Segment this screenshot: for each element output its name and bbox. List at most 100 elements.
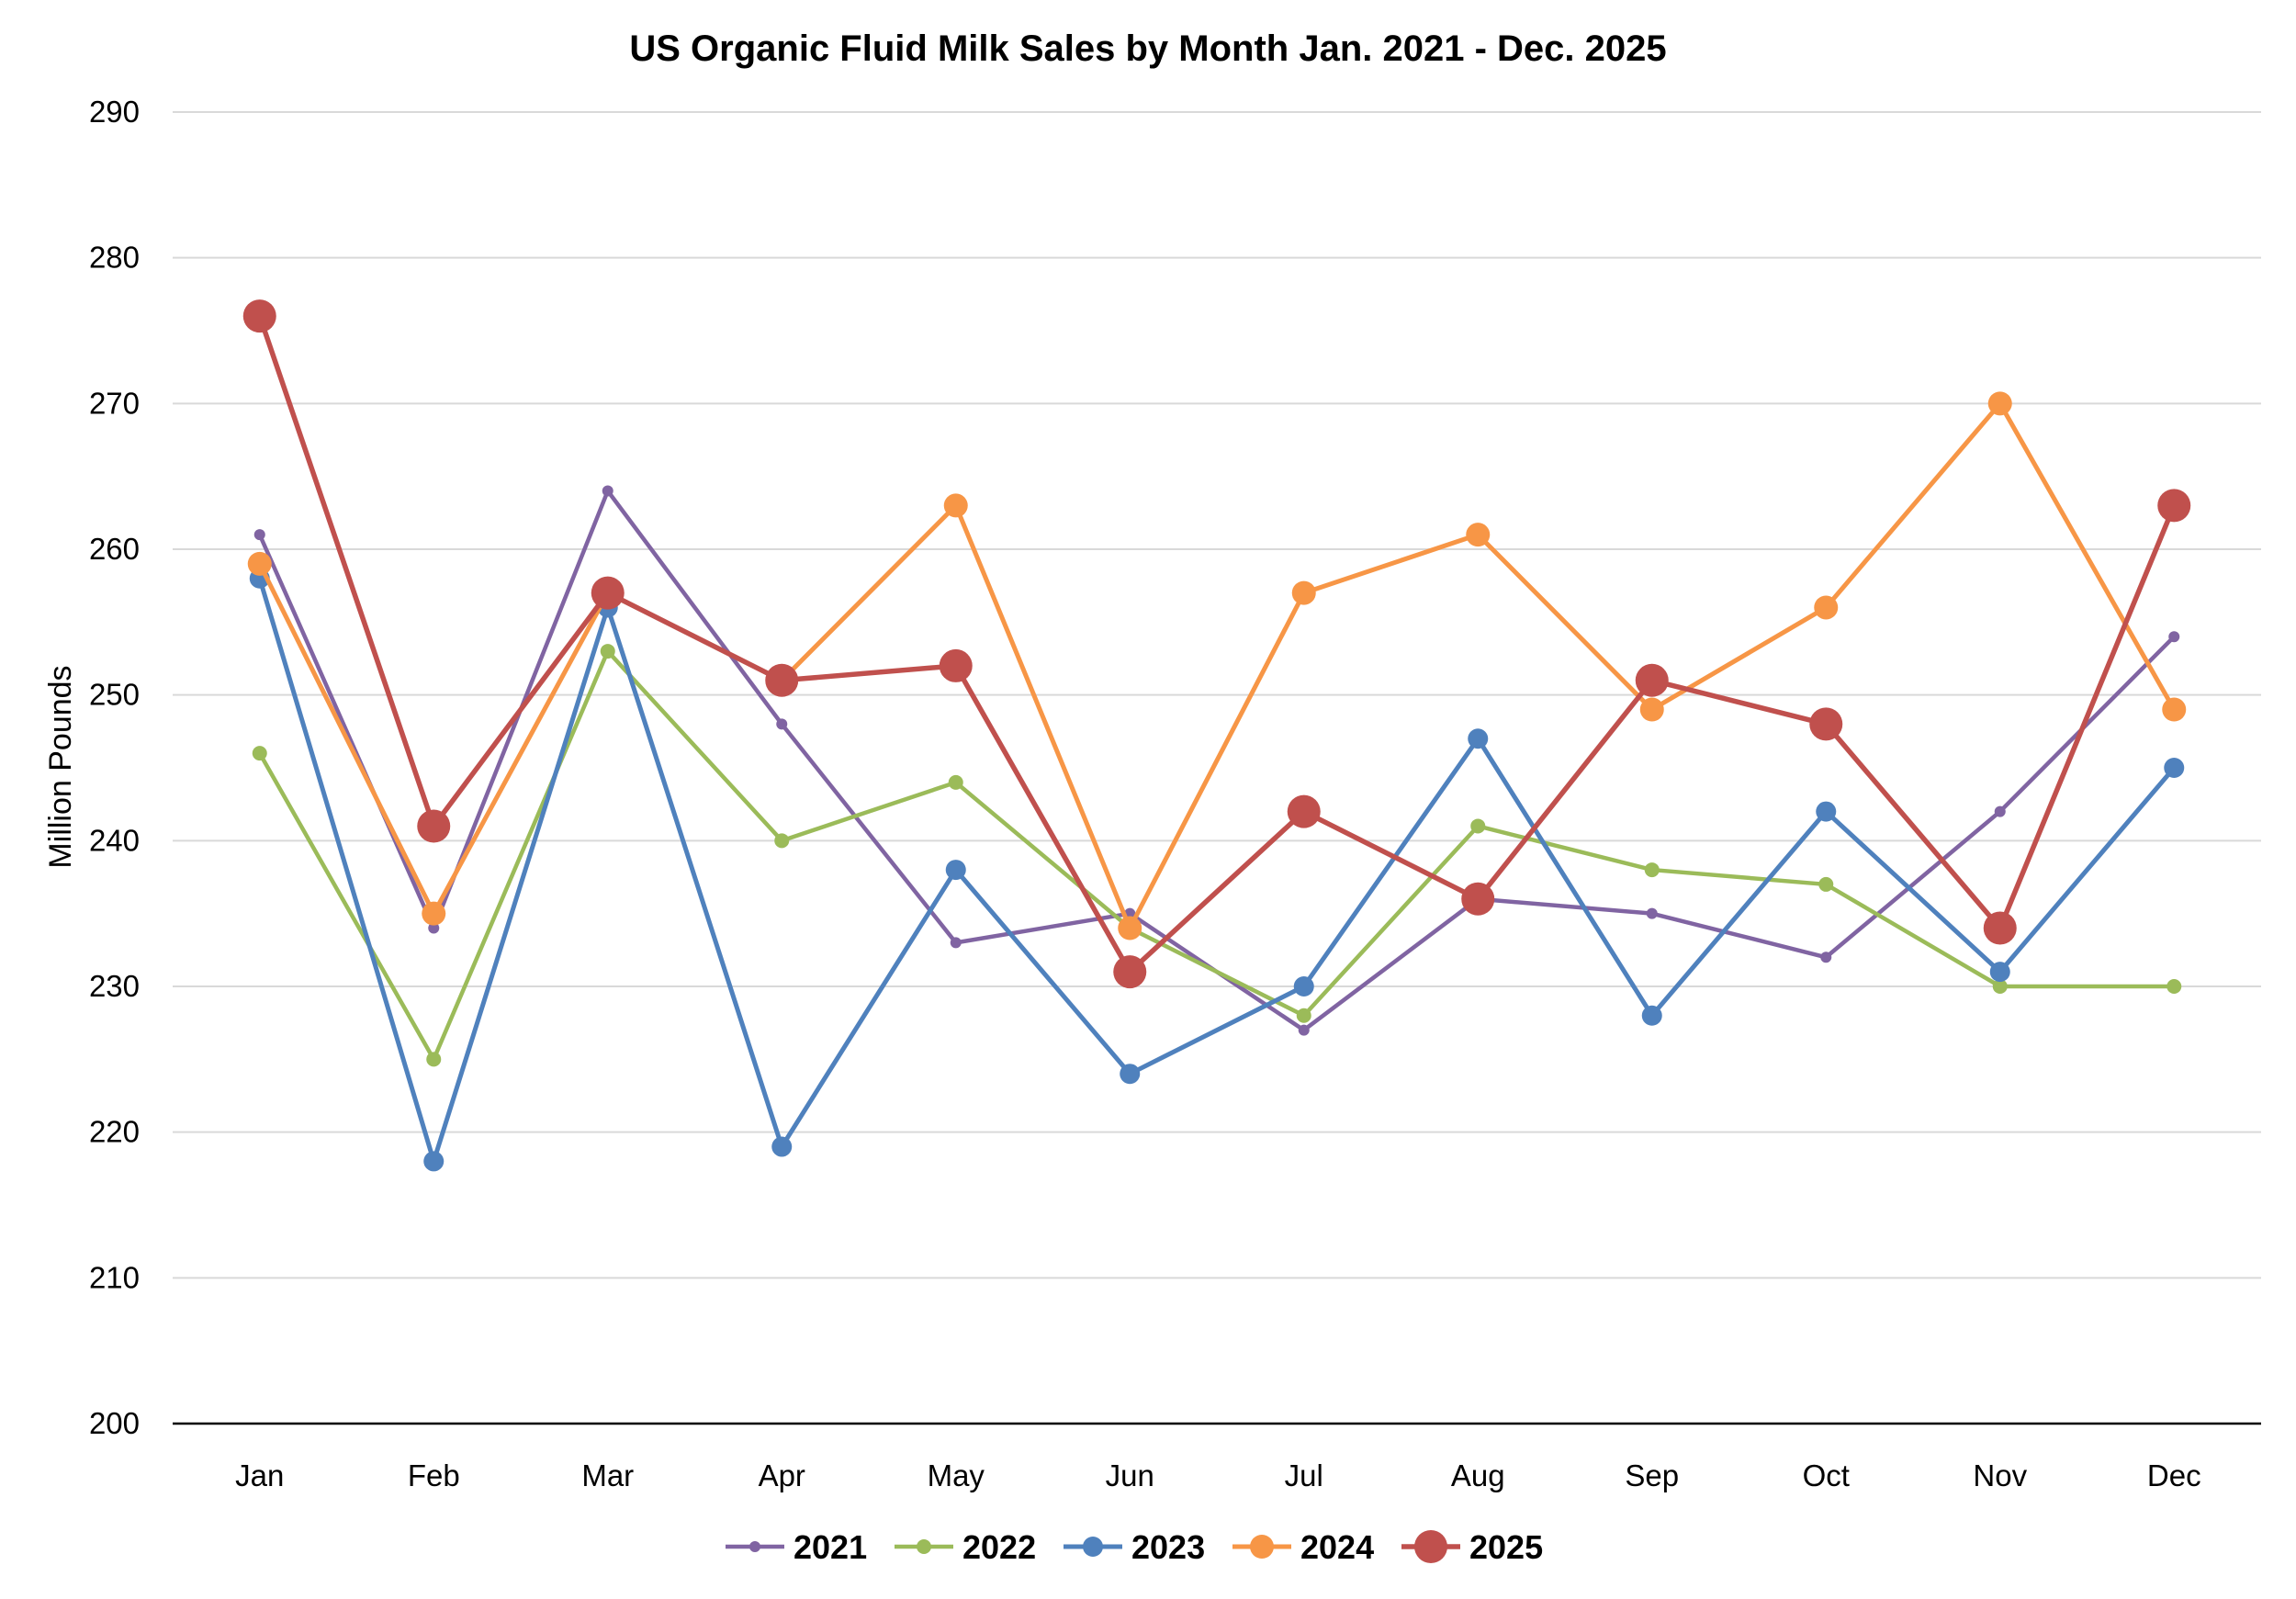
data-point-2023-Aug	[1468, 728, 1489, 749]
series-group	[242, 299, 2191, 1172]
data-point-2025-Jun	[1113, 955, 1147, 989]
data-point-2025-Oct	[1809, 707, 1843, 741]
data-point-2022-May	[948, 774, 963, 790]
series-line-2023	[257, 576, 2177, 1164]
y-tick-label: 250	[89, 678, 140, 712]
y-tick-label: 280	[89, 241, 140, 275]
data-point-2025-Nov	[1983, 911, 2017, 945]
data-point-2024-May	[943, 493, 968, 518]
data-point-2021-Sep	[1646, 907, 1658, 919]
legend: 2021 2022 2023 2024 2025	[726, 1528, 1543, 1566]
data-point-2023-Oct	[1816, 801, 1837, 822]
legend-item-2024: 2024	[1232, 1528, 1374, 1566]
data-point-2021-Oct	[1820, 952, 1832, 963]
data-point-2023-May	[945, 860, 966, 881]
legend-item-2023: 2023	[1064, 1528, 1205, 1566]
x-tick-label: May	[928, 1458, 985, 1492]
y-tick-label: 230	[89, 969, 140, 1003]
data-point-2022-Mar	[600, 644, 615, 659]
y-tick-label: 220	[89, 1115, 140, 1149]
gridlines	[173, 111, 2261, 1425]
data-point-2025-Feb	[417, 809, 451, 843]
data-point-2025-Jul	[1287, 794, 1321, 828]
data-point-2023-Apr	[771, 1136, 793, 1157]
legend-item-2025: 2025	[1401, 1528, 1543, 1566]
y-tick-label: 210	[89, 1260, 140, 1294]
data-point-2022-Sep	[1644, 862, 1660, 878]
legend-swatch-marker	[1414, 1530, 1447, 1563]
chart-title: US Organic Fluid Milk Sales by Month Jan…	[629, 28, 1666, 69]
series-2025	[242, 299, 2191, 989]
legend-label: 2021	[793, 1528, 867, 1566]
y-tick-label: 240	[89, 823, 140, 857]
data-point-2022-Aug	[1470, 818, 1486, 834]
x-tick-label: Apr	[759, 1458, 805, 1492]
data-point-2021-Jan	[253, 529, 265, 541]
legend-swatch-marker	[749, 1541, 760, 1552]
data-point-2025-Aug	[1461, 882, 1495, 916]
legend-swatch-marker	[1250, 1535, 1274, 1559]
y-tick-label: 290	[89, 95, 140, 129]
x-tick-label: Sep	[1625, 1458, 1679, 1492]
data-point-2021-May	[950, 937, 962, 949]
x-tick-label: Oct	[1803, 1458, 1850, 1492]
data-point-2024-Jun	[1118, 916, 1142, 940]
data-point-2023-Nov	[1989, 962, 2010, 983]
x-tick-label: Jul	[1285, 1458, 1323, 1492]
data-point-2024-Aug	[1466, 523, 1491, 547]
data-point-2023-Jun	[1120, 1064, 1141, 1085]
legend-label: 2024	[1300, 1528, 1374, 1566]
y-tick-label: 270	[89, 386, 140, 420]
data-point-2022-Jul	[1296, 1008, 1311, 1023]
data-point-2021-Feb	[428, 922, 440, 934]
data-point-2024-Jan	[247, 551, 272, 576]
data-point-2023-Feb	[423, 1151, 445, 1172]
y-tick-label: 200	[89, 1406, 140, 1440]
legend-label: 2023	[1131, 1528, 1205, 1566]
x-tick-label: Jun	[1106, 1458, 1154, 1492]
x-tick-label: Nov	[1973, 1458, 2027, 1492]
data-point-2025-Jan	[242, 299, 276, 333]
data-point-2025-Sep	[1635, 663, 1669, 697]
data-point-2022-Apr	[774, 833, 790, 849]
data-point-2024-Dec	[2162, 697, 2187, 722]
legend-swatch-marker	[917, 1539, 931, 1554]
data-point-2022-Nov	[1992, 979, 2008, 994]
data-point-2023-Dec	[2164, 758, 2185, 778]
x-tick-label: Feb	[408, 1458, 460, 1492]
y-axis-ticks: 200 210 220 230 240 250 260 270 280 290	[89, 95, 140, 1440]
data-point-2025-Mar	[591, 576, 625, 610]
data-point-2022-Oct	[1818, 876, 1834, 892]
x-tick-label: Dec	[2147, 1458, 2201, 1492]
x-tick-label: Mar	[581, 1458, 634, 1492]
data-point-2024-Feb	[422, 901, 446, 926]
data-point-2021-Mar	[602, 485, 613, 497]
data-point-2023-Sep	[1641, 1005, 1662, 1026]
data-point-2025-Apr	[765, 663, 799, 697]
data-point-2022-Feb	[426, 1052, 442, 1067]
legend-label: 2025	[1469, 1528, 1543, 1566]
data-point-2024-Jul	[1291, 580, 1316, 605]
y-axis-label: Million Pounds	[43, 665, 78, 868]
series-line-2024	[257, 400, 2177, 931]
data-point-2022-Jan	[252, 746, 267, 761]
series-line-2025	[257, 313, 2177, 974]
data-point-2021-Jul	[1298, 1024, 1310, 1036]
data-point-2021-Dec	[2168, 631, 2180, 643]
legend-item-2022: 2022	[895, 1528, 1036, 1566]
data-point-2023-Jul	[1293, 976, 1314, 997]
x-tick-label: Aug	[1451, 1458, 1505, 1492]
data-point-2024-Nov	[1987, 391, 2012, 416]
series-line-2022	[257, 648, 2177, 1062]
x-tick-label: Jan	[235, 1458, 284, 1492]
series-2022	[252, 644, 2182, 1067]
data-point-2025-Dec	[2157, 489, 2191, 523]
legend-label: 2022	[962, 1528, 1036, 1566]
legend-item-2021: 2021	[726, 1528, 867, 1566]
data-point-2021-Apr	[776, 718, 788, 730]
data-point-2022-Dec	[2167, 979, 2182, 994]
data-point-2025-May	[939, 648, 973, 682]
